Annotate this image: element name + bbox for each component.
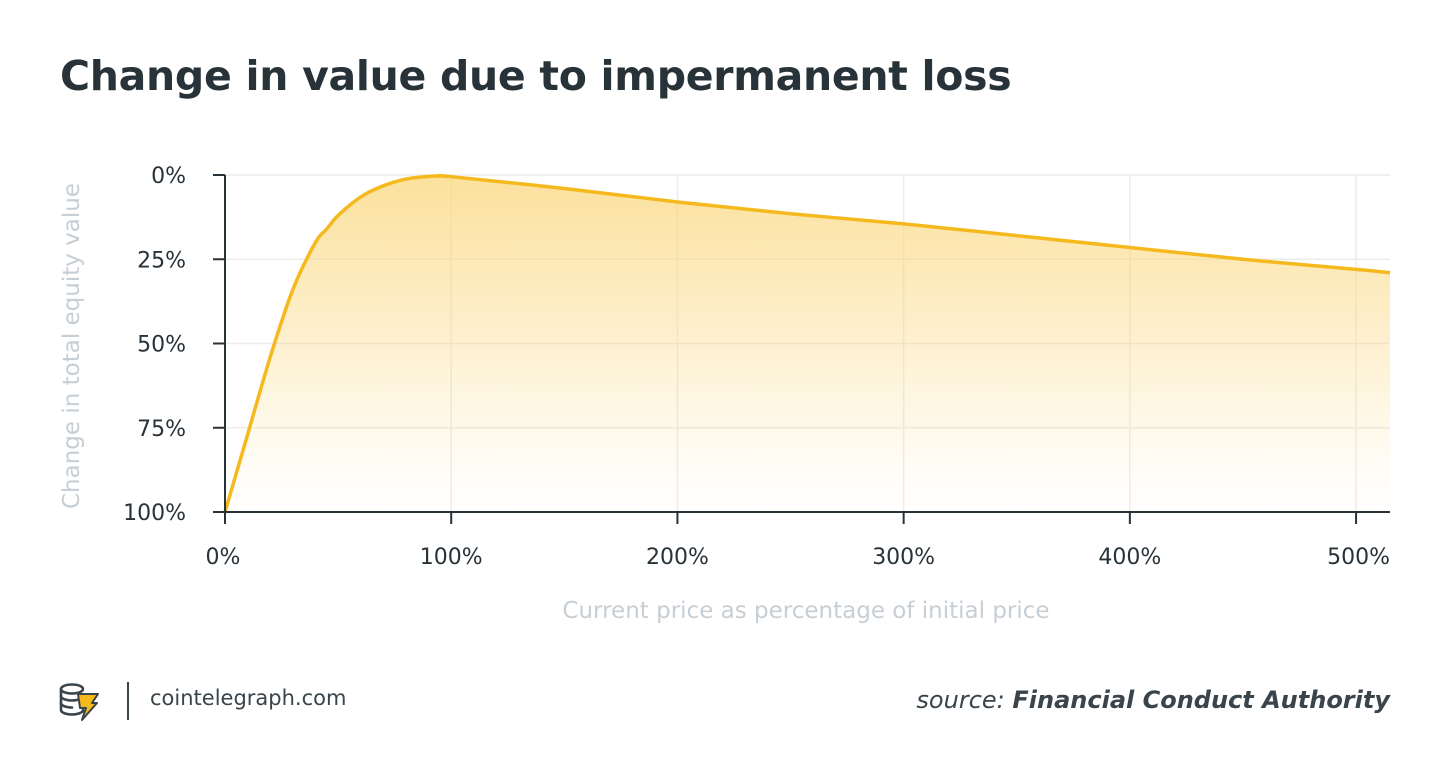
- y-tick-label: 0%: [151, 164, 186, 189]
- x-tick-label: 200%: [646, 545, 709, 570]
- area-fill: [225, 175, 1390, 512]
- series-line: [223, 173, 1391, 513]
- x-tick-label: 100%: [420, 545, 483, 570]
- x-tick-label: 0%: [206, 545, 241, 570]
- y-tick-label: 75%: [137, 417, 186, 442]
- source-prefix: source:: [916, 686, 1005, 714]
- y-tick-label: 50%: [137, 333, 186, 358]
- chart-title: Change in value due to impermanent loss: [60, 52, 1012, 100]
- y-tick-label: 100%: [123, 501, 186, 526]
- x-tick-label: 300%: [872, 545, 935, 570]
- y-axis-label: Change in total equity value: [59, 183, 85, 509]
- source-name: Financial Conduct Authority: [1012, 686, 1390, 714]
- x-tick-label: 400%: [1098, 545, 1161, 570]
- site-url: cointelegraph.com: [150, 686, 347, 710]
- x-tick-label: 500%: [1327, 545, 1390, 570]
- tick-labels: 0% 25% 50% 75% 100% 0% 100% 200% 300% 400% 500%: [123, 164, 1390, 570]
- cointelegraph-logo-icon: [56, 680, 104, 727]
- y-tick-label: 25%: [137, 248, 186, 273]
- source-credit: source: Financial Conduct Authority: [916, 686, 1390, 714]
- footer-divider: [127, 682, 129, 720]
- chart-area: 0% 25% 50% 75% 100% 0% 100% 200% 300% 400% 500% Cu…: [59, 164, 1391, 624]
- axes: [213, 174, 1390, 524]
- x-axis-label: Current price as percentage of initial p…: [562, 598, 1049, 624]
